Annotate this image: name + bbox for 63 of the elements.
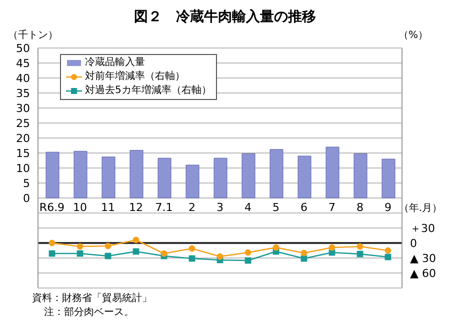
y-axis-title: （千トン）: [8, 28, 58, 42]
y2-tick-label: 0: [410, 236, 417, 250]
y-tick-label: 20: [16, 132, 30, 145]
chart-title: 図２ 冷蔵牛肉輸入量の推移: [133, 8, 317, 27]
point: [328, 244, 336, 251]
text: 資料：財務省「貿易統計」: [32, 292, 153, 306]
bar: [270, 149, 284, 198]
x-tick-label: 12: [129, 200, 143, 214]
legend-label: 冷蔵品輸入量: [85, 56, 145, 70]
bar: [158, 158, 172, 198]
x-tick-label: R6.9: [39, 200, 65, 214]
x-tick-label: 8: [356, 200, 364, 214]
y-tick-label: 30: [16, 102, 30, 115]
point: [188, 245, 196, 252]
x-tick-label: 11: [101, 200, 115, 214]
point: [356, 243, 364, 250]
x-tick-label: 4: [244, 200, 252, 214]
y-tick-label: 15: [16, 146, 30, 160]
y-tick-label: 40: [16, 72, 30, 85]
bar: [214, 158, 228, 198]
point: [104, 242, 112, 250]
legend-label: 対過去5カ年増減率（右軸）: [85, 84, 212, 98]
bar: [46, 152, 60, 198]
point: [384, 247, 392, 254]
bar: [242, 153, 256, 198]
bar: [326, 146, 340, 198]
point: [272, 244, 280, 251]
x-tick-label: 7: [328, 200, 336, 214]
x-tick-label: 5: [272, 200, 280, 214]
bar: [382, 158, 396, 198]
y-tick-label: 45: [16, 56, 30, 70]
y2-tick-label: ▲ 60: [410, 266, 436, 280]
y-tick-label: 10: [16, 162, 30, 175]
point: [132, 236, 140, 244]
y-tick-label: 0: [23, 192, 30, 205]
y-tick-label: 5: [23, 176, 30, 190]
bar: [102, 156, 116, 198]
x-tick-label: 2: [188, 200, 196, 214]
y-tick-label: 50: [16, 42, 30, 55]
x-tick-label: 3: [216, 200, 224, 214]
x-axis-title: （年.月）: [398, 202, 442, 215]
text: 注：部分肉ベース。: [43, 306, 135, 320]
bar: [74, 150, 88, 198]
point: [76, 243, 84, 250]
bar: [354, 153, 368, 198]
x-tick-label: 6: [300, 200, 308, 214]
legend-label: 対前年増減率（右軸）: [85, 70, 185, 84]
point: [216, 253, 224, 260]
point: [160, 250, 168, 257]
bar: [186, 164, 200, 198]
bar: [130, 150, 144, 198]
x-tick-label: 7.1: [155, 200, 173, 214]
y-tick-label: 25: [16, 116, 30, 130]
point: [244, 249, 252, 256]
x-tick-label: 10: [73, 200, 87, 214]
y-tick-label: 35: [16, 86, 30, 100]
point: [300, 250, 308, 256]
y2-tick-label: ＋30: [410, 222, 435, 235]
x-tick-label: 9: [384, 200, 392, 214]
point: [48, 240, 56, 246]
bar: [298, 156, 312, 198]
y2-axis-title: （%）: [398, 29, 428, 42]
y2-tick-label: ▲ 30: [410, 252, 436, 265]
